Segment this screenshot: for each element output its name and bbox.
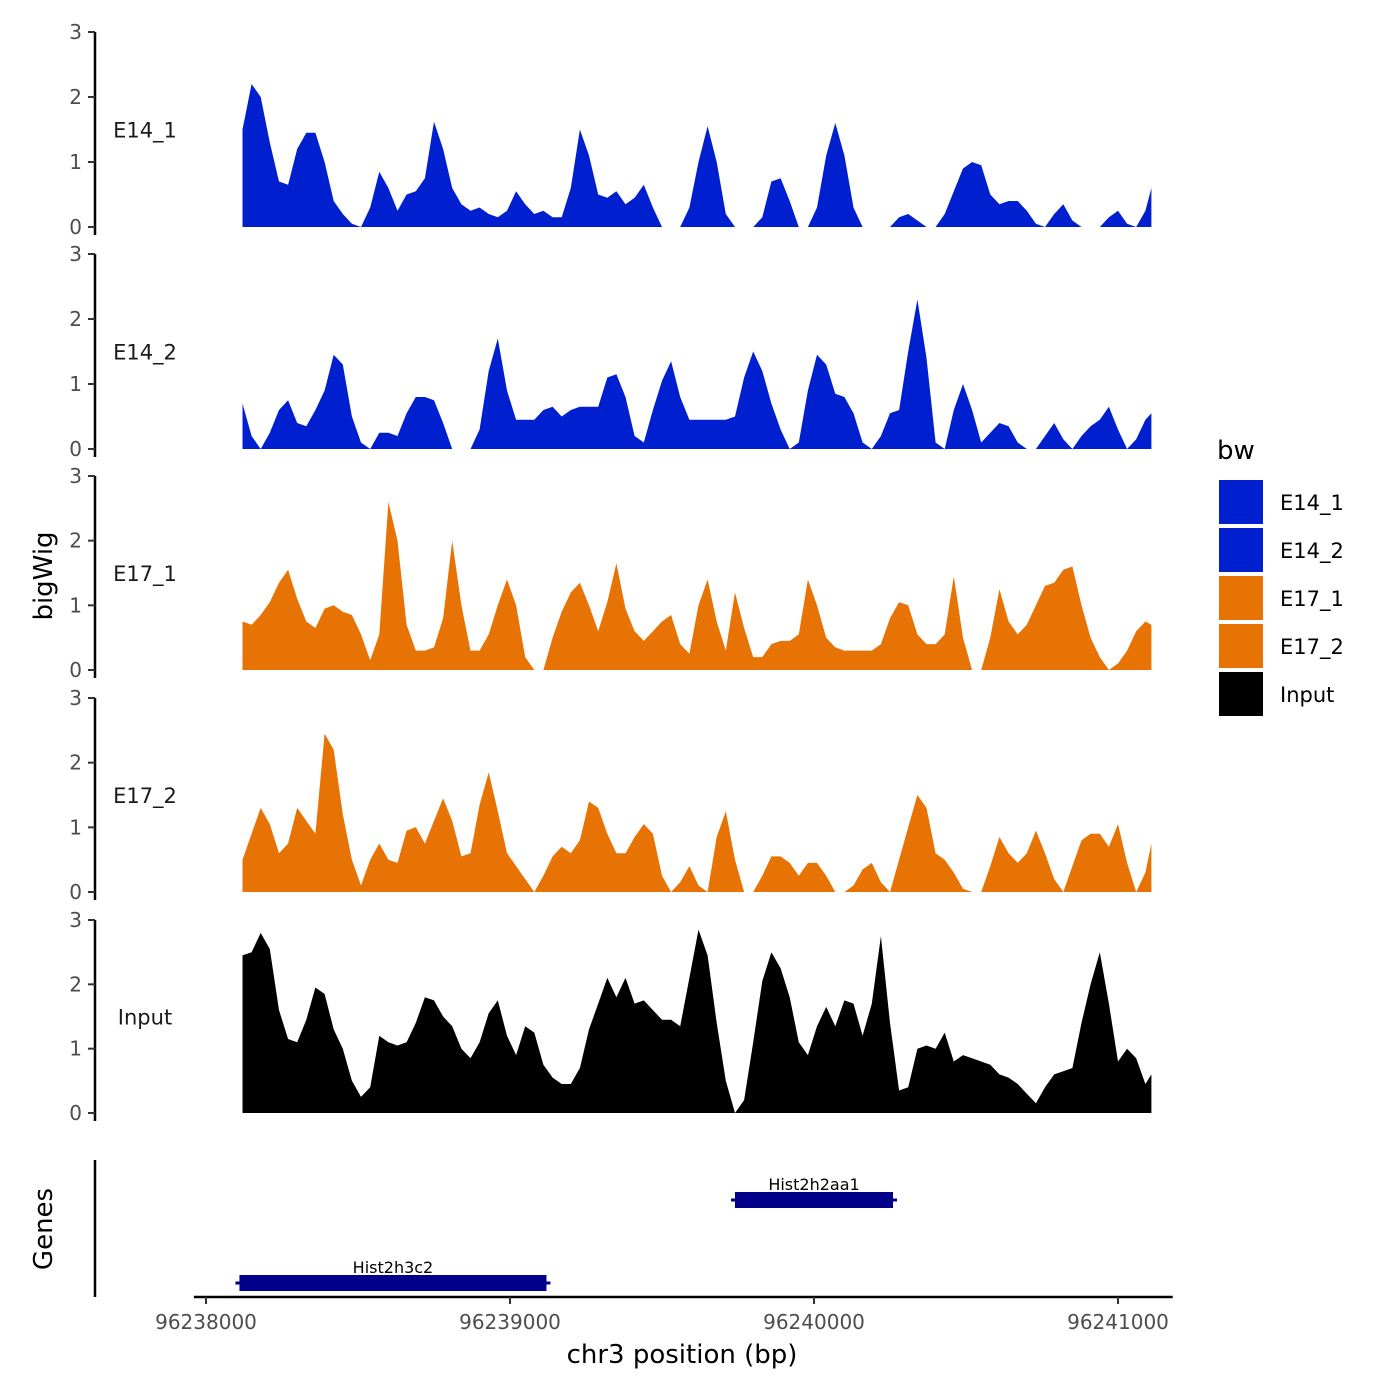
track-area-e17-1 (242, 501, 1152, 670)
gene-label-hist2h3c2: Hist2h3c2 (353, 1258, 434, 1277)
track-2-y-tick-label: 0 (69, 437, 82, 461)
track-label-input: Input (118, 1006, 172, 1030)
track-1-y-tick-label: 0 (69, 215, 82, 239)
x-tick-label: 96239000 (459, 1310, 561, 1334)
track-1-y-tick-label: 3 (69, 20, 82, 44)
track-1-y-tick-label: 1 (69, 150, 82, 174)
track-5-y-tick-label: 0 (69, 1101, 82, 1125)
track-label-e17-2: E17_2 (113, 784, 177, 809)
x-tick-label: 96238000 (155, 1310, 257, 1334)
track-4-y-tick-label: 3 (69, 686, 82, 710)
track-4-y-tick-label: 0 (69, 880, 82, 904)
track-3-y-tick-label: 1 (69, 593, 82, 617)
legend-swatch-e14-2 (1219, 528, 1263, 572)
x-axis-title: chr3 position (bp) (567, 1340, 798, 1370)
track-area-e14-1 (242, 84, 1152, 227)
track-5-y-tick-label: 1 (69, 1037, 82, 1061)
gene-label-hist2h2aa1: Hist2h2aa1 (768, 1175, 859, 1194)
track-label-e17-1: E17_1 (113, 562, 177, 587)
legend-label-e17-2: E17_2 (1280, 635, 1344, 660)
legend-label-e14-1: E14_1 (1280, 491, 1344, 516)
legend-swatch-e17-1 (1219, 576, 1263, 620)
legend-title: bw (1217, 436, 1255, 466)
track-3-y-tick-label: 2 (69, 529, 82, 553)
legend-swatch-e17-2 (1219, 624, 1263, 668)
track-4-y-tick-label: 1 (69, 815, 82, 839)
track-3-y-tick-label: 0 (69, 658, 82, 682)
track-3-y-tick-label: 3 (69, 464, 82, 488)
legend-label-input: Input (1280, 683, 1334, 707)
legend-swatch-e14-1 (1219, 480, 1263, 524)
x-tick-label: 96240000 (763, 1310, 865, 1334)
legend-label-e17-1: E17_1 (1280, 587, 1344, 612)
track-2-y-tick-label: 1 (69, 372, 82, 396)
track-area-input (242, 929, 1152, 1113)
legend-swatch-input (1219, 672, 1263, 716)
track-label-e14-1: E14_1 (113, 119, 177, 144)
track-2-y-tick-label: 2 (69, 307, 82, 331)
track-4-y-tick-label: 2 (69, 751, 82, 775)
track-1-y-tick-label: 2 (69, 85, 82, 109)
y-axis-title: bigWig (29, 531, 59, 620)
track-5-y-tick-label: 2 (69, 972, 82, 996)
track-area-e17-2 (242, 733, 1152, 892)
legend-label-e14-2: E14_2 (1280, 539, 1344, 564)
track-area-e14-2 (242, 299, 1152, 449)
track-5-y-tick-label: 3 (69, 908, 82, 932)
track-label-e14-2: E14_2 (113, 341, 177, 366)
track-2-y-tick-label: 3 (69, 242, 82, 266)
genes-axis-title: Genes (29, 1188, 59, 1270)
x-tick-label: 96241000 (1067, 1310, 1169, 1334)
